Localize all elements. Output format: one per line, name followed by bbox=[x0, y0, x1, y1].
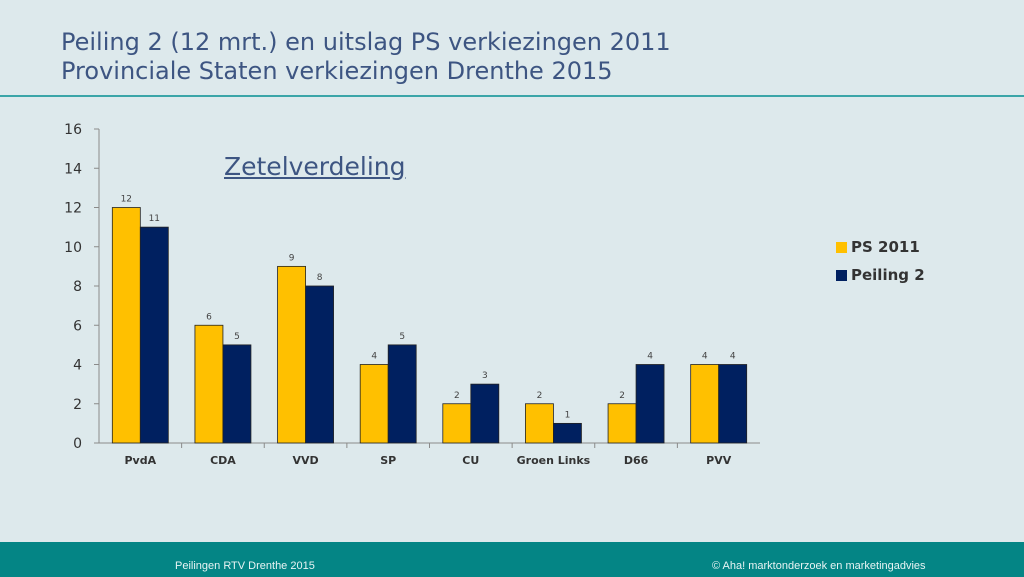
legend-swatch-series-2 bbox=[836, 269, 847, 281]
slide-title-line-2: Provinciale Staten verkiezingen Drenthe … bbox=[61, 57, 613, 85]
slide-title: Peiling 2 (12 mrt.) en uitslag PS verkie… bbox=[61, 28, 671, 86]
data-label-2: 5 bbox=[399, 332, 405, 342]
bar-2 bbox=[718, 364, 748, 444]
legend-item-series-1: PS 2011 bbox=[836, 233, 925, 261]
y-tick-label: 2 bbox=[73, 397, 82, 413]
data-label-1: 2 bbox=[537, 391, 543, 401]
bar-1 bbox=[442, 403, 472, 444]
bar-2 bbox=[553, 422, 582, 444]
y-tick-label: 10 bbox=[64, 240, 82, 256]
legend-label-series-1: PS 2011 bbox=[851, 238, 920, 256]
legend-swatch-series-1 bbox=[836, 241, 847, 253]
x-tick-label: SP bbox=[380, 454, 396, 467]
legend-item-series-2: Peiling 2 bbox=[836, 261, 925, 289]
chart-title: Zetelverdeling bbox=[224, 152, 406, 181]
bar-2 bbox=[635, 364, 665, 444]
data-label-1: 2 bbox=[454, 391, 460, 401]
bar-1 bbox=[194, 324, 224, 444]
x-tick-label: Groen Links bbox=[517, 454, 591, 467]
x-tick-label: PVV bbox=[706, 454, 732, 467]
footer-bar: Peilingen RTV Drenthe 2015 © Aha! markto… bbox=[0, 542, 1024, 577]
x-tick-label: CU bbox=[462, 454, 479, 467]
data-label-1: 12 bbox=[121, 195, 132, 205]
footer-right-text: © Aha! marktonderzoek en marketingadvies bbox=[712, 560, 926, 572]
bar-1 bbox=[690, 364, 720, 444]
bar-1 bbox=[111, 207, 141, 444]
chart-legend: PS 2011 Peiling 2 bbox=[836, 233, 925, 289]
legend-label-series-2: Peiling 2 bbox=[851, 266, 925, 284]
bar-2 bbox=[139, 226, 169, 444]
bar-1 bbox=[359, 364, 389, 444]
bar-2 bbox=[470, 383, 500, 444]
y-tick-label: 0 bbox=[73, 436, 82, 452]
bar-1 bbox=[277, 265, 306, 444]
bar-2 bbox=[305, 285, 334, 444]
data-label-1: 9 bbox=[289, 253, 295, 263]
data-label-1: 4 bbox=[702, 352, 708, 362]
x-tick-label: D66 bbox=[624, 454, 649, 467]
x-tick-label: VVD bbox=[292, 454, 318, 467]
title-divider bbox=[0, 95, 1024, 97]
footer-left-text: Peilingen RTV Drenthe 2015 bbox=[175, 560, 315, 572]
data-label-2: 5 bbox=[234, 332, 240, 342]
data-label-2: 11 bbox=[149, 214, 160, 224]
data-label-1: 6 bbox=[206, 312, 212, 322]
data-label-2: 4 bbox=[647, 352, 653, 362]
bar-1 bbox=[607, 403, 637, 444]
y-tick-label: 8 bbox=[73, 279, 82, 295]
bar-1 bbox=[525, 403, 554, 444]
y-tick-label: 12 bbox=[64, 201, 82, 217]
data-label-2: 1 bbox=[565, 410, 571, 420]
x-tick-label: PvdA bbox=[125, 454, 157, 467]
bar-2 bbox=[387, 344, 417, 444]
data-label-2: 8 bbox=[317, 273, 323, 283]
bar-2 bbox=[222, 344, 252, 444]
y-tick-label: 14 bbox=[64, 161, 82, 177]
data-label-2: 4 bbox=[730, 352, 736, 362]
slide-title-line-1: Peiling 2 (12 mrt.) en uitslag PS verkie… bbox=[61, 28, 671, 56]
y-tick-label: 6 bbox=[73, 318, 82, 334]
data-label-1: 4 bbox=[371, 352, 377, 362]
data-label-2: 3 bbox=[482, 371, 488, 381]
x-tick-label: CDA bbox=[210, 454, 236, 467]
y-tick-label: 4 bbox=[73, 358, 82, 374]
bar-chart: 02468101214161211PvdA65CDA98VVD45SP23CU2… bbox=[64, 122, 760, 467]
data-label-1: 2 bbox=[619, 391, 625, 401]
y-tick-label: 16 bbox=[64, 122, 82, 138]
